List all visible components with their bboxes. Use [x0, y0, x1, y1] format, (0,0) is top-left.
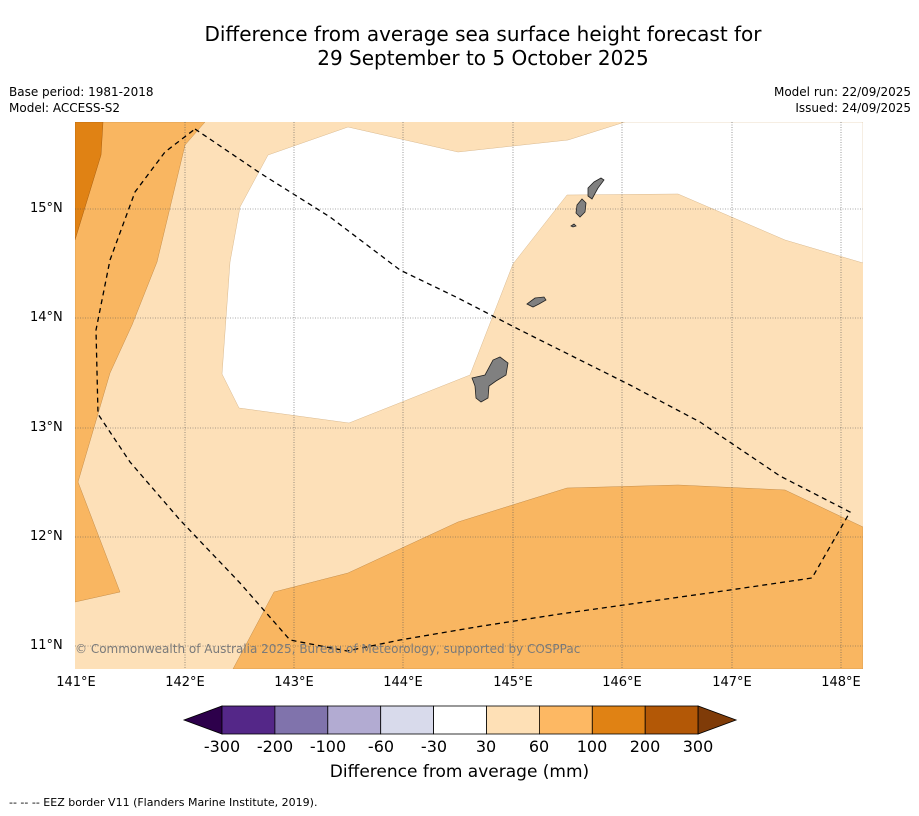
lat-label-11: 11°N [30, 638, 63, 653]
model-name: Model: ACCESS-S2 [9, 101, 121, 115]
band-60-100-west [75, 122, 206, 603]
colorbar-segment [221, 705, 276, 735]
cb-label-300: 300 [682, 737, 714, 756]
lon-label-147: 147°E [712, 675, 752, 690]
lon-label-141: 141°E [56, 675, 96, 690]
chart-title: Difference from average sea surface heig… [0, 22, 919, 70]
colorbar-extend-low [182, 705, 223, 735]
colorbar [182, 705, 738, 735]
island-saipan [587, 177, 605, 200]
issued-date: Issued: 24/09/2025 [795, 101, 911, 115]
copyright-notice: © Commonwealth of Australia 2025, Bureau… [75, 642, 580, 656]
meta-right: Model run: 22/09/2025 Issued: 24/09/2025 [774, 84, 911, 116]
lon-label-142: 142°E [165, 675, 205, 690]
lon-label-145: 145°E [493, 675, 533, 690]
colorbar-extend-high [697, 705, 738, 735]
cb-label-30: 30 [475, 737, 497, 756]
cb-label-60: 60 [528, 737, 550, 756]
lon-label-144: 144°E [383, 675, 423, 690]
cb-label-minus300: -300 [203, 737, 241, 756]
island-aguijan [570, 223, 577, 228]
grid-lines [75, 122, 863, 669]
band-neutral-center [221, 122, 863, 424]
title-line-2: 29 September to 5 October 2025 [317, 46, 649, 70]
cb-label-100: 100 [576, 737, 608, 756]
colorbar-segment [274, 705, 329, 735]
lat-label-12: 12°N [30, 529, 63, 544]
title-line-1: Difference from average sea surface heig… [204, 22, 762, 46]
lon-label-148: 148°E [821, 675, 861, 690]
lat-label-15: 15°N [30, 201, 63, 216]
cb-label-minus60: -60 [367, 737, 395, 756]
lat-label-14: 14°N [30, 310, 63, 325]
eez-border [95, 128, 851, 652]
island-rota [526, 296, 547, 308]
meta-left: Base period: 1981-2018 Model: ACCESS-S2 [9, 84, 154, 116]
colorbar-title: Difference from average (mm) [329, 762, 590, 782]
colorbar-segment [644, 705, 699, 735]
colorbar-segment [486, 705, 540, 735]
islands [471, 177, 605, 403]
colorbar-segment [538, 705, 593, 735]
cb-label-minus200: -200 [256, 737, 294, 756]
band-60-100-south [232, 484, 863, 669]
colorbar-segment [380, 705, 434, 735]
island-guam [471, 356, 509, 403]
cb-label-minus100: -100 [309, 737, 347, 756]
lon-label-146: 146°E [602, 675, 642, 690]
colorbar-segment [591, 705, 646, 735]
base-period: Base period: 1981-2018 [9, 85, 154, 99]
model-run: Model run: 22/09/2025 [773, 85, 911, 99]
colorbar-segment [433, 705, 487, 735]
lon-label-143: 143°E [274, 675, 314, 690]
lat-label-13: 13°N [30, 420, 63, 435]
cb-label-minus30: -30 [420, 737, 448, 756]
band-100-200-west [75, 122, 104, 241]
footer-eez-note: -- -- -- EEZ border V11 (Flanders Marine… [9, 796, 318, 809]
island-tinian [575, 198, 587, 218]
cb-label-200: 200 [629, 737, 661, 756]
colorbar-segment [327, 705, 382, 735]
